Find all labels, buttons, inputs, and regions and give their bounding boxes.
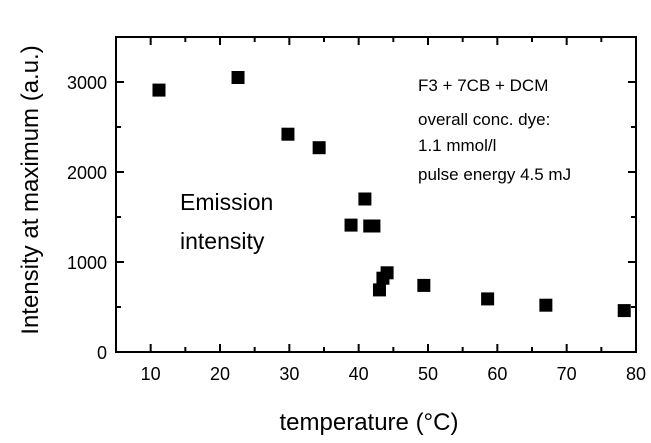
annotation-line-4: pulse energy 4.5 mJ xyxy=(418,165,571,184)
data-point xyxy=(380,266,394,280)
legend-annotation: F3 + 7CB + DCM overall conc. dye: 1.1 mm… xyxy=(418,76,571,184)
annotation-line-3: 1.1 mmol/l xyxy=(418,136,496,155)
x-tick-label: 40 xyxy=(349,364,369,384)
data-point xyxy=(281,127,295,141)
series-label: Emission intensity xyxy=(180,189,273,254)
x-tick-label: 80 xyxy=(626,364,646,384)
y-tick-label: 1000 xyxy=(67,253,107,273)
x-tick-label: 50 xyxy=(418,364,438,384)
data-point xyxy=(539,298,553,312)
y-axis-title: Intensity at maximum (a.u.) xyxy=(17,45,44,334)
annotation-line-2: overall conc. dye: xyxy=(418,110,550,129)
x-tick-label: 60 xyxy=(487,364,507,384)
x-tick-label: 10 xyxy=(141,364,161,384)
x-tick-label: 20 xyxy=(210,364,230,384)
data-point xyxy=(617,304,631,318)
data-point xyxy=(358,192,372,206)
y-tick-label: 2000 xyxy=(67,163,107,183)
x-axis-title: temperature (°C) xyxy=(280,409,459,436)
tick-labels: 10 20 30 40 50 60 70 80 0 1000 2000 3000 xyxy=(67,73,646,384)
x-tick-label: 30 xyxy=(279,364,299,384)
x-axis-title-text: temperature (°C) xyxy=(280,409,459,436)
data-point xyxy=(231,71,245,84)
data-point xyxy=(481,292,495,306)
data-point xyxy=(417,278,431,292)
x-tick-label: 70 xyxy=(557,364,577,384)
data-point xyxy=(312,141,326,155)
data-markers xyxy=(152,71,631,318)
annotation-line-1: F3 + 7CB + DCM xyxy=(418,76,548,95)
data-point xyxy=(367,219,381,233)
y-tick-label: 0 xyxy=(97,343,107,363)
plot-frame xyxy=(115,36,637,353)
data-point xyxy=(152,83,166,97)
data-point xyxy=(372,283,386,297)
data-point xyxy=(344,218,358,232)
series-label-line-1: Emission xyxy=(180,189,273,215)
series-label-line-2: intensity xyxy=(180,228,265,254)
y-tick-label: 3000 xyxy=(67,73,107,93)
